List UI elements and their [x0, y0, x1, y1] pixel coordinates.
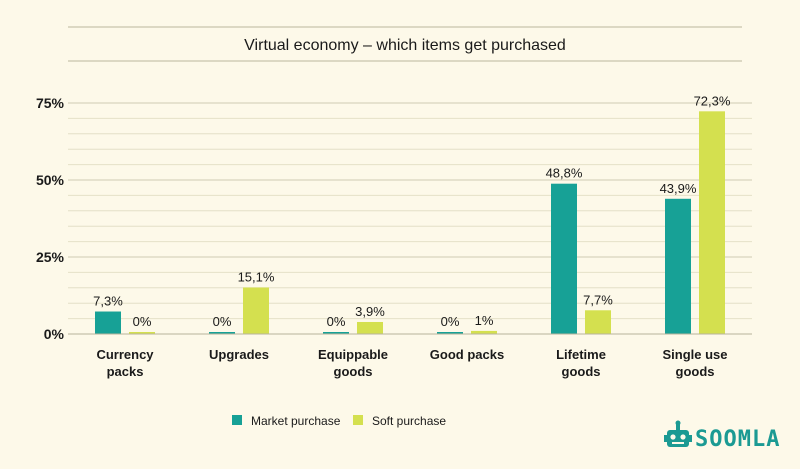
x-category-label: Lifetime — [556, 347, 606, 362]
bar-soft-purchase — [585, 310, 611, 334]
bar-market-purchase — [95, 311, 121, 334]
data-label: 3,9% — [355, 304, 385, 319]
logo-wordmark: SOOMLA — [695, 427, 780, 452]
y-tick-label: 75% — [36, 95, 65, 111]
y-axis-ticks: 0% 25% 50% 75% — [36, 95, 65, 342]
data-label: 0% — [327, 314, 346, 329]
data-labels: 7,3% 0% 0% 15,1% 0% 3,9% 0% 1% 48,8% 7,7% 43,9% 72,… — [93, 93, 731, 329]
bar-soft-purchase — [471, 330, 497, 334]
data-label: 7,7% — [583, 292, 613, 307]
data-label: 43,9% — [660, 181, 697, 196]
brand-logo: SOOMLA — [664, 420, 780, 452]
chart-title: Virtual economy – which items get purcha… — [244, 37, 566, 54]
data-label: 48,8% — [546, 166, 583, 181]
robot-head-icon — [664, 420, 692, 447]
y-tick-label: 25% — [36, 249, 65, 265]
bar-soft-purchase — [699, 111, 725, 334]
data-label: 0% — [133, 314, 152, 329]
data-label: 0% — [441, 314, 460, 329]
x-category-label: Currency — [96, 347, 154, 362]
x-category-label: Single use — [662, 347, 727, 362]
data-label: 15,1% — [238, 269, 275, 284]
bar-market-purchase — [437, 332, 463, 334]
legend: Market purchase Soft purchase — [232, 414, 446, 428]
legend-swatch-market-purchase — [232, 415, 242, 425]
legend-label-market-purchase: Market purchase — [251, 414, 341, 428]
x-category-label: Equippable — [318, 347, 388, 362]
y-tick-label: 50% — [36, 172, 65, 188]
x-category-label: packs — [107, 364, 144, 379]
bars — [95, 111, 725, 334]
x-category-label: goods — [562, 364, 601, 379]
data-label: 1% — [475, 313, 494, 328]
gridlines — [68, 102, 752, 320]
x-category-label: Good packs — [430, 347, 504, 362]
bar-soft-purchase — [129, 332, 155, 334]
data-label: 72,3% — [694, 93, 731, 108]
bar-soft-purchase — [357, 321, 383, 334]
bar-soft-purchase — [243, 287, 269, 334]
x-axis-categories: Currency packs Upgrades Equippable goods Good… — [96, 347, 727, 379]
legend-swatch-soft-purchase — [353, 415, 363, 425]
bar-market-purchase — [551, 183, 577, 334]
data-label: 0% — [213, 314, 232, 329]
bar-market-purchase — [323, 332, 349, 334]
x-category-label: goods — [676, 364, 715, 379]
x-category-label: Upgrades — [209, 347, 269, 362]
bar-market-purchase — [209, 332, 235, 334]
data-label: 7,3% — [93, 294, 123, 309]
bar-market-purchase — [665, 198, 691, 334]
y-tick-label: 0% — [44, 326, 65, 342]
legend-label-soft-purchase: Soft purchase — [372, 414, 446, 428]
x-category-label: goods — [334, 364, 373, 379]
